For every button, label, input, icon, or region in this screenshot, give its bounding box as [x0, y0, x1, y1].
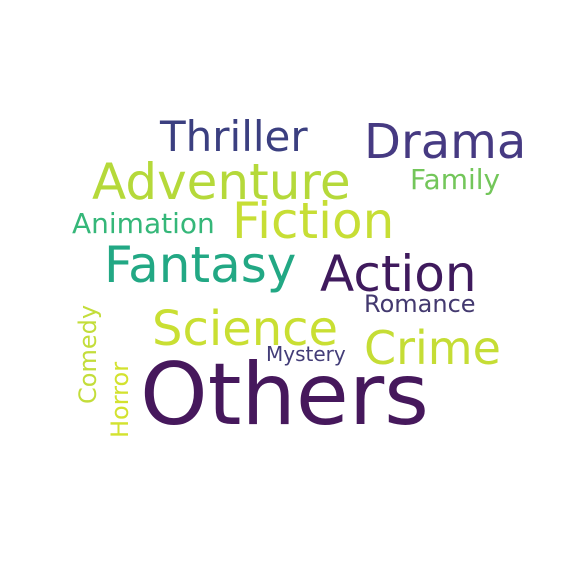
- word-crime: Crime: [364, 321, 501, 375]
- word-others: Others: [140, 345, 429, 445]
- word-horror: Horror: [106, 361, 134, 438]
- word-romance: Romance: [364, 290, 476, 318]
- word-science: Science: [152, 301, 339, 357]
- word-thriller: Thriller: [160, 112, 308, 161]
- word-mystery: Mystery: [266, 342, 346, 366]
- word-comedy: Comedy: [74, 304, 102, 404]
- word-drama: Drama: [364, 114, 527, 170]
- word-animation: Animation: [72, 207, 215, 240]
- word-fiction: Fiction: [232, 192, 395, 250]
- word-family: Family: [410, 163, 501, 196]
- word-action: Action: [320, 245, 477, 303]
- word-fantasy: Fantasy: [104, 236, 297, 294]
- word-adventure: Adventure: [92, 153, 351, 211]
